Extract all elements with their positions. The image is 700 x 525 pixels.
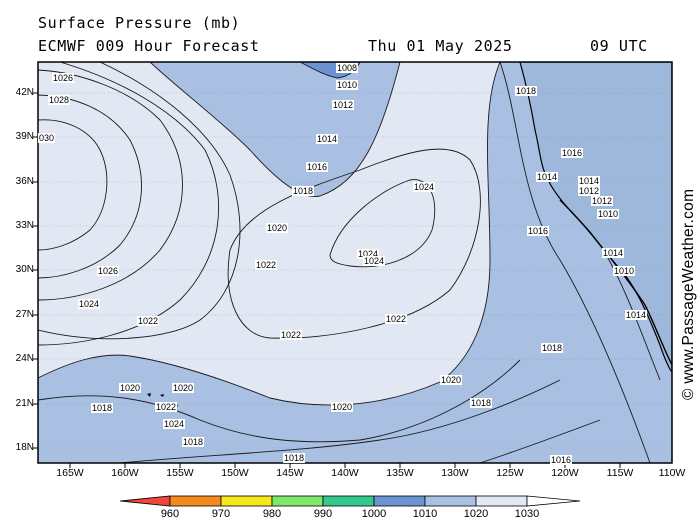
isobar-label: 1014	[316, 134, 339, 144]
map-title: Surface Pressure (mb)	[38, 14, 241, 32]
band-1010-1020-south	[38, 62, 672, 463]
isobar-label: 1020	[172, 383, 195, 393]
isobar-label: 1024	[163, 419, 186, 429]
isobar-label: 1016	[306, 162, 329, 172]
colorbar	[119, 495, 581, 507]
lon-label: 115W	[606, 467, 634, 479]
colorbar-tick: 1000	[361, 508, 387, 520]
lat-label: 42N	[15, 87, 34, 98]
colorbar-tick: 1030	[514, 508, 540, 520]
isobar-label: 1024	[363, 256, 386, 266]
isobar-label: 030	[38, 133, 56, 143]
isobar-label: 1022	[255, 260, 278, 270]
map-frame	[37, 61, 673, 464]
colorbar-tick: 960	[160, 508, 180, 520]
lon-label: 135W	[386, 467, 414, 479]
isobar-label: 1026	[97, 266, 120, 276]
isobar-label: 1026	[52, 73, 75, 83]
isobar-label: 1018	[283, 453, 306, 463]
isobar-label: 1018	[182, 437, 205, 447]
lat-label: 27N	[15, 309, 34, 320]
forecast-date: Thu 01 May 2025	[368, 37, 513, 55]
isobar-label: 1022	[155, 402, 178, 412]
lat-label: 36N	[15, 176, 34, 187]
isobar-label: 1016	[527, 226, 550, 236]
isobar-label: 1020	[440, 375, 463, 385]
colorbar-tick: 1010	[412, 508, 438, 520]
lon-label: 165W	[56, 467, 84, 479]
isobar-label: 1018	[515, 86, 538, 96]
isobar-label: 1022	[137, 316, 160, 326]
isobar-label: 1018	[292, 186, 315, 196]
isobar-label: 1018	[470, 398, 493, 408]
isobar-label: 1024	[78, 299, 101, 309]
colorbar-tick: 1020	[463, 508, 489, 520]
lon-label: 155W	[166, 467, 194, 479]
lat-label: 24N	[15, 353, 34, 364]
lat-label: 33N	[15, 220, 34, 231]
isobar-label: 1016	[561, 148, 584, 158]
colorbar-tick: 970	[211, 508, 231, 520]
island-maui	[160, 394, 164, 397]
lon-label: 125W	[496, 467, 524, 479]
isobar-label: 1014	[602, 248, 625, 258]
lon-label: 145W	[276, 467, 304, 479]
colorbar-tick: 990	[313, 508, 333, 520]
isobar-label: 1020	[331, 402, 354, 412]
forecast-model: ECMWF 009 Hour Forecast	[38, 37, 260, 55]
isobar-label: 1014	[536, 172, 559, 182]
lon-label: 160W	[111, 467, 139, 479]
watermark: © www.PassageWeather.com	[680, 188, 697, 400]
lon-label: 140W	[331, 467, 359, 479]
lon-label: 130W	[441, 467, 469, 479]
island-kauai	[147, 393, 151, 397]
isobar-label: 1012	[332, 100, 355, 110]
isobar-label: 1010	[597, 209, 620, 219]
lat-label: 21N	[15, 398, 34, 409]
isobar-label: 1024	[357, 249, 380, 259]
isobar-label: 1020	[266, 223, 289, 233]
isobar-label: 1022	[385, 314, 408, 324]
isobar-label: 1020	[119, 383, 142, 393]
lat-label: 18N	[15, 442, 34, 453]
isobar-label: 1012	[578, 186, 601, 196]
lat-label: 39N	[15, 131, 34, 142]
isobar-label: 1008	[336, 63, 359, 73]
isobar-label: 1024	[413, 182, 436, 192]
lon-label: 110W	[658, 467, 686, 479]
isobar-label: 1012	[591, 196, 614, 206]
isobar-label: 1010	[613, 266, 636, 276]
isobar-label: 1018	[91, 403, 114, 413]
isobar-label: 1014	[578, 176, 601, 186]
isobar-label: 1010	[336, 80, 359, 90]
isobar-label: 1016	[550, 455, 573, 465]
forecast-time: 09 UTC	[590, 37, 648, 55]
isobar-label: 1028	[48, 95, 71, 105]
isobar-label: 1022	[280, 330, 303, 340]
isobar-label: 1014	[625, 310, 648, 320]
lon-label: 120W	[551, 467, 579, 479]
lat-label: 30N	[15, 264, 34, 275]
colorbar-tick: 980	[262, 508, 282, 520]
lon-label: 150W	[221, 467, 249, 479]
isobar-label: 1018	[541, 343, 564, 353]
